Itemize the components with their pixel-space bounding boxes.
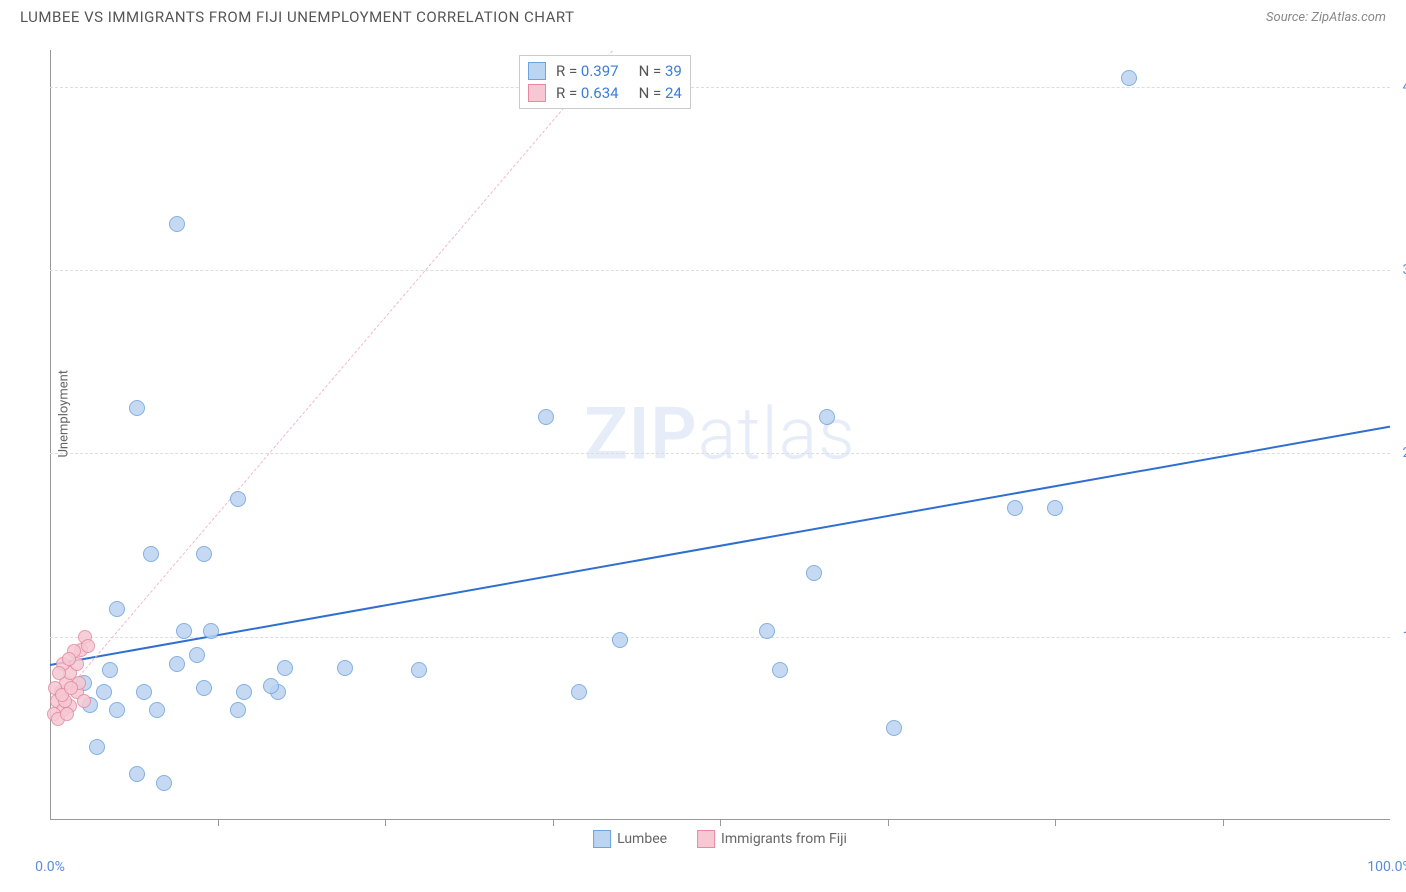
data-point [337, 660, 353, 676]
y-tick-label: 10.0% [1402, 629, 1406, 645]
data-point [89, 739, 105, 755]
legend: Lumbee Immigrants from Fiji [593, 830, 847, 848]
y-axis-label: Unemployment [56, 370, 71, 458]
plot-area: ZIPatlas 10.0%20.0%30.0%40.0%0.0%100.0% [50, 50, 1390, 850]
data-point [277, 660, 293, 676]
data-point [102, 662, 118, 678]
trend-line-immigrants-from-fiji [50, 50, 614, 711]
data-point [411, 662, 427, 678]
data-point [196, 546, 212, 562]
data-point [81, 639, 95, 653]
data-point [196, 680, 212, 696]
data-point [129, 400, 145, 416]
y-tick-label: 40.0% [1402, 79, 1406, 95]
data-point [538, 409, 554, 425]
x-minor-tick [1223, 820, 1224, 826]
y-tick-label: 20.0% [1402, 445, 1406, 461]
correlation-stats-box: R = 0.397 N = 39 R = 0.634 N = 24 [519, 55, 691, 109]
data-point [169, 656, 185, 672]
data-point [136, 684, 152, 700]
n-label: N = 39 [639, 62, 682, 80]
data-point [176, 623, 192, 639]
stats-row: R = 0.634 N = 24 [528, 82, 682, 104]
r-label: R = 0.397 [556, 62, 619, 80]
data-point [1047, 500, 1063, 516]
data-point [52, 666, 66, 680]
data-point [886, 720, 902, 736]
data-point [772, 662, 788, 678]
data-point [96, 684, 112, 700]
data-point [169, 216, 185, 232]
data-point [156, 775, 172, 791]
r-label: R = 0.634 [556, 84, 619, 102]
legend-label: Immigrants from Fiji [721, 831, 847, 847]
data-point [1007, 500, 1023, 516]
legend-label: Lumbee [617, 831, 667, 847]
x-minor-tick [888, 820, 889, 826]
chart-title: LUMBEE VS IMMIGRANTS FROM FIJI UNEMPLOYM… [20, 8, 575, 26]
data-point [64, 681, 78, 695]
series-swatch [528, 62, 546, 80]
x-tick-label: 0.0% [35, 859, 65, 875]
data-point [806, 565, 822, 581]
watermark: ZIPatlas [584, 392, 856, 477]
data-point [129, 766, 145, 782]
gridline-horizontal [50, 87, 1390, 88]
x-minor-tick [720, 820, 721, 826]
chart-container: ZIPatlas 10.0%20.0%30.0%40.0%0.0%100.0% … [50, 50, 1390, 850]
n-label: N = 24 [639, 84, 682, 102]
x-minor-tick [385, 820, 386, 826]
x-minor-tick [1055, 820, 1056, 826]
data-point [77, 694, 91, 708]
legend-item: Immigrants from Fiji [697, 830, 847, 848]
data-point [143, 546, 159, 562]
data-point [819, 409, 835, 425]
x-minor-tick [553, 820, 554, 826]
legend-item: Lumbee [593, 830, 667, 848]
legend-swatch [593, 830, 611, 848]
data-point [759, 623, 775, 639]
data-point [60, 707, 74, 721]
gridline-horizontal [50, 453, 1390, 454]
data-point [230, 491, 246, 507]
data-point [109, 702, 125, 718]
x-minor-tick [218, 820, 219, 826]
gridline-horizontal [50, 270, 1390, 271]
data-point [571, 684, 587, 700]
trend-line-lumbee [50, 426, 1390, 666]
data-point [263, 678, 279, 694]
data-point [62, 652, 76, 666]
legend-swatch [697, 830, 715, 848]
data-point [149, 702, 165, 718]
data-point [230, 702, 246, 718]
data-point [236, 684, 252, 700]
data-point [189, 647, 205, 663]
data-point [1121, 70, 1137, 86]
source-attribution: Source: ZipAtlas.com [1266, 10, 1386, 25]
gridline-horizontal [50, 637, 1390, 638]
series-swatch [528, 84, 546, 102]
x-tick-label: 100.0% [1367, 859, 1406, 875]
data-point [109, 601, 125, 617]
data-point [203, 623, 219, 639]
data-point [612, 632, 628, 648]
y-tick-label: 30.0% [1402, 262, 1406, 278]
stats-row: R = 0.397 N = 39 [528, 60, 682, 82]
